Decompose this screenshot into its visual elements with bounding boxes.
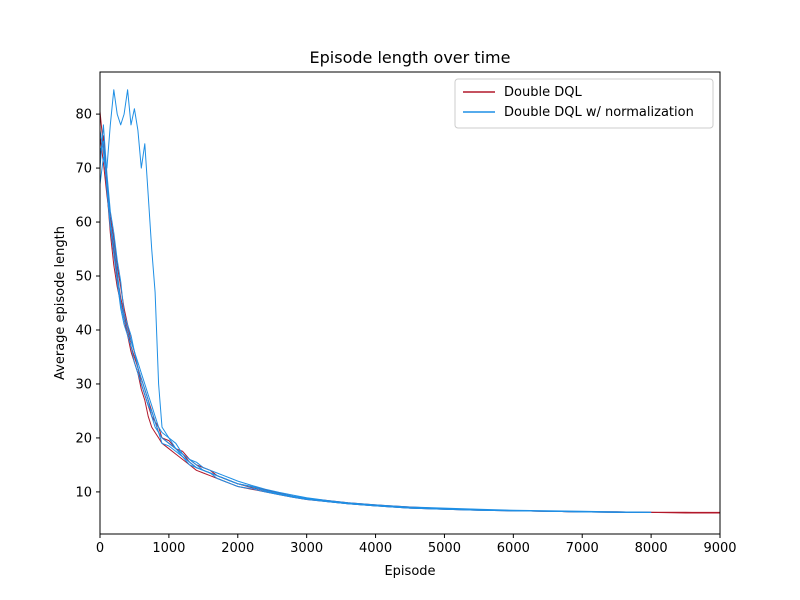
x-tick-label: 2000 bbox=[221, 541, 254, 556]
x-tick-label: 9000 bbox=[703, 541, 736, 556]
y-axis-label: Average episode length bbox=[53, 226, 68, 380]
y-tick-label: 60 bbox=[75, 216, 92, 231]
y-tick-label: 80 bbox=[75, 108, 92, 123]
x-axis-label: Episode bbox=[384, 564, 435, 579]
series-1-run-2-line bbox=[99, 124, 652, 513]
series-layer bbox=[99, 89, 721, 514]
y-tick-label: 10 bbox=[75, 485, 92, 500]
x-tick-label: 5000 bbox=[428, 541, 461, 556]
legend: Double DQL Double DQL w/ normalization bbox=[454, 78, 714, 129]
x-tick-label: 7000 bbox=[566, 541, 599, 556]
legend-label-double-dql-normalization: Double DQL w/ normalization bbox=[504, 105, 694, 120]
x-tick-label: 8000 bbox=[635, 541, 668, 556]
legend-box bbox=[454, 78, 714, 129]
chart-title: Episode length over time bbox=[310, 48, 511, 67]
y-tick-label: 40 bbox=[75, 323, 92, 338]
plot-frame bbox=[99, 71, 721, 535]
legend-label-double-dql: Double DQL bbox=[504, 85, 582, 100]
x-tick-label: 3000 bbox=[290, 541, 323, 556]
x-tick-label: 0 bbox=[96, 541, 104, 556]
plot-area bbox=[100, 72, 720, 534]
y-tick-label: 20 bbox=[75, 431, 92, 446]
y-axis-ticks: 10 20 30 40 50 60 70 80 bbox=[75, 108, 100, 500]
x-tick-label: 4000 bbox=[359, 541, 392, 556]
series-1-run-3-line bbox=[99, 140, 652, 513]
x-axis-ticks: 0 1000 2000 3000 4000 5000 6000 7000 8000 9000 bbox=[96, 534, 737, 556]
y-tick-label: 70 bbox=[75, 162, 92, 177]
y-tick-label: 50 bbox=[75, 270, 92, 285]
x-tick-label: 1000 bbox=[152, 541, 185, 556]
x-tick-label: 6000 bbox=[497, 541, 530, 556]
y-tick-label: 30 bbox=[75, 377, 92, 392]
